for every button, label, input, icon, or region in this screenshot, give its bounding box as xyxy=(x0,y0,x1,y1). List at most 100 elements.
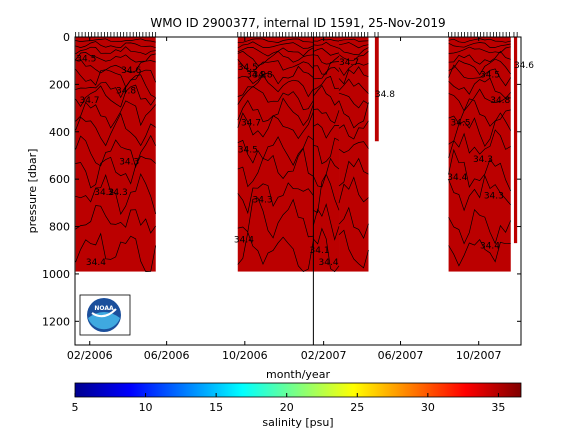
isohaline-line xyxy=(448,50,511,65)
isohaline-line xyxy=(75,59,156,74)
isohaline-line xyxy=(75,232,157,272)
isohaline-line xyxy=(75,46,156,55)
isohaline-line xyxy=(75,205,156,234)
isohaline-line xyxy=(237,231,314,273)
isohaline-line xyxy=(313,67,340,80)
isohaline-line xyxy=(75,112,156,147)
isohaline-layer xyxy=(75,38,512,273)
isohaline-line xyxy=(313,54,340,65)
isohaline-line xyxy=(448,64,511,87)
isohaline-line xyxy=(448,46,511,54)
isohaline-line xyxy=(237,41,314,49)
isohaline-line xyxy=(448,42,511,48)
contour-label: 34.6 xyxy=(514,61,534,71)
isohaline-line xyxy=(448,77,511,99)
isohaline-line xyxy=(313,75,340,91)
isohaline-line xyxy=(448,112,512,147)
contour-label: 34.4 xyxy=(319,258,339,268)
isohaline-line xyxy=(237,147,314,188)
colorbar-tick-label: 20 xyxy=(280,401,294,414)
isohaline-line xyxy=(448,98,511,127)
contour-label: 34.7 xyxy=(79,96,99,106)
colorbar xyxy=(74,382,522,398)
y-tick-label: 0 xyxy=(63,31,70,44)
contour-label: 34.5 xyxy=(76,54,96,64)
chart-title: WMO ID 2900377, internal ID 1591, 25-Nov… xyxy=(150,16,445,30)
isohaline-line xyxy=(338,157,369,187)
isohaline-line xyxy=(448,129,511,158)
isohaline-line xyxy=(75,38,156,43)
y-tick-label: 400 xyxy=(49,126,70,139)
colorbar-ticks: 5 10 15 20 25 30 35 xyxy=(72,393,505,414)
contour-label: 34.6 xyxy=(121,66,141,76)
isohaline-line xyxy=(75,84,156,108)
y-tick-label: 800 xyxy=(49,221,70,234)
data-block-4 xyxy=(374,37,379,142)
isohaline-line xyxy=(313,47,340,56)
isohaline-line xyxy=(448,58,511,76)
isohaline-line xyxy=(75,100,156,129)
isohaline-line xyxy=(448,148,512,192)
noaa-logo-text: NOAA xyxy=(94,305,114,312)
data-block-3 xyxy=(339,37,369,272)
x-tick-label: 02/2007 xyxy=(301,349,347,362)
isohaline-line xyxy=(313,108,340,124)
isohaline-line xyxy=(237,97,314,127)
y-axis-label: pressure [dbar] xyxy=(26,149,39,234)
x-tick-label: 02/2006 xyxy=(67,349,113,362)
isohaline-line xyxy=(313,39,340,42)
contour-label: 34.5 xyxy=(238,146,258,156)
isohaline-line xyxy=(338,50,369,61)
isohaline-line xyxy=(237,111,314,140)
colorbar-tick-label: 10 xyxy=(139,401,153,414)
isohaline-line xyxy=(338,176,369,204)
isohaline-line xyxy=(338,141,369,154)
isohaline-line xyxy=(313,137,340,165)
contour-label: 34.3 xyxy=(484,192,504,202)
contour-label: 34.3 xyxy=(473,155,493,165)
y-tick-label: 1000 xyxy=(42,268,70,281)
isohaline-line xyxy=(338,42,369,49)
y-axis: 0 200 400 600 800 1000 1200 xyxy=(42,31,521,328)
isohaline-line xyxy=(448,174,511,212)
contour-label: 34.4 xyxy=(480,241,500,251)
contour-label: 34.4 xyxy=(447,173,467,183)
contour-label: 34.1 xyxy=(310,246,330,256)
isohaline-line xyxy=(75,155,156,189)
isohaline-line xyxy=(237,85,314,111)
x-tick-label: 10/2007 xyxy=(456,349,502,362)
x-axis: 02/2006 06/2006 10/2006 02/2007 06/2007 10/20… xyxy=(67,37,502,362)
isohaline-line xyxy=(75,173,157,215)
contour-label: 34.3 xyxy=(108,188,128,198)
isohaline-line xyxy=(448,208,512,245)
x-tick-label: 06/2007 xyxy=(378,349,424,362)
isohaline-line xyxy=(313,173,340,214)
data-block-1 xyxy=(237,37,314,272)
contour-label: 34.8 xyxy=(375,90,395,100)
colorbar-tick-label: 30 xyxy=(421,401,435,414)
isohaline-line xyxy=(237,38,314,43)
isohaline-line xyxy=(338,62,369,77)
y-tick-label: 200 xyxy=(49,78,70,91)
isohaline-line xyxy=(75,41,156,49)
data-block-2 xyxy=(313,37,340,272)
isohaline-line xyxy=(338,47,369,56)
isohaline-line xyxy=(448,239,511,267)
y-tick-label: 1200 xyxy=(42,315,70,328)
colorbar-tick-label: 25 xyxy=(350,401,364,414)
x-axis-label: month/year xyxy=(266,368,330,381)
contour-label: 34.8 xyxy=(116,86,136,96)
salinity-fill-layer xyxy=(75,37,518,272)
x-tick-label: 10/2006 xyxy=(222,349,268,362)
contour-label: 34.2 xyxy=(94,188,114,198)
isohaline-line xyxy=(338,92,369,109)
isohaline-line xyxy=(313,84,340,106)
isohaline-line xyxy=(338,38,369,42)
contour-label: 34.8 xyxy=(253,70,273,80)
data-block-0 xyxy=(75,37,156,272)
contour-label: 34.5 xyxy=(480,70,500,80)
contour-label: 34.8 xyxy=(490,96,510,106)
colorbar-tick-label: 5 xyxy=(72,401,79,414)
contour-label: 34.3 xyxy=(119,157,139,167)
isohaline-line xyxy=(338,78,369,94)
